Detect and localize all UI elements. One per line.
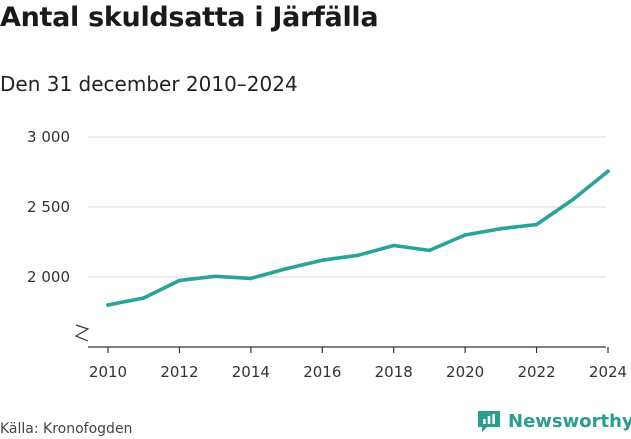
newsworthy-logo-icon — [478, 411, 500, 432]
chart-subtitle: Den 31 december 2010–2024 — [0, 72, 298, 96]
data-point — [391, 243, 396, 248]
data-point — [356, 253, 360, 258]
data-point — [320, 258, 325, 263]
x-axis — [74, 324, 606, 348]
data-point — [177, 278, 182, 283]
brand-logo: Newsworthy — [476, 408, 631, 434]
axis-break-icon — [74, 324, 90, 342]
x-tick-label: 2012 — [160, 363, 198, 381]
y-tick-label: 2 000 — [27, 268, 70, 286]
x-tick-label: 2024 — [589, 363, 627, 381]
data-point — [284, 266, 289, 271]
y-tick-label: 3 000 — [27, 128, 70, 146]
data-point — [463, 233, 467, 237]
data-point — [249, 276, 253, 281]
x-tick-label: 2010 — [89, 363, 127, 381]
y-axis-ticks: 2 000 2 500 3 000 — [27, 128, 70, 286]
x-axis-ticks: 2010 2012 2014 2016 2018 2020 2022 2024 — [89, 347, 627, 381]
data-point — [499, 226, 503, 231]
brand-name: Newsworthy — [508, 410, 631, 432]
source-note: Källa: Kronofogden — [0, 421, 133, 437]
data-point — [427, 248, 432, 253]
data-point — [213, 274, 217, 279]
grid-layer — [88, 136, 606, 278]
data-point — [534, 222, 539, 227]
x-tick-label: 2018 — [375, 363, 413, 381]
data-point — [606, 169, 610, 174]
chart-title: Antal skuldsatta i Järfälla — [0, 2, 379, 33]
y-tick-label: 2 500 — [27, 198, 70, 216]
x-tick-label: 2022 — [517, 363, 555, 381]
series-layer — [106, 169, 610, 307]
x-tick-label: 2014 — [232, 363, 270, 381]
series-line — [106, 169, 610, 307]
data-point — [570, 198, 575, 202]
x-tick-label: 2016 — [303, 363, 341, 381]
x-tick-label: 2020 — [446, 363, 484, 381]
data-point — [141, 296, 146, 300]
data-point — [106, 303, 110, 307]
